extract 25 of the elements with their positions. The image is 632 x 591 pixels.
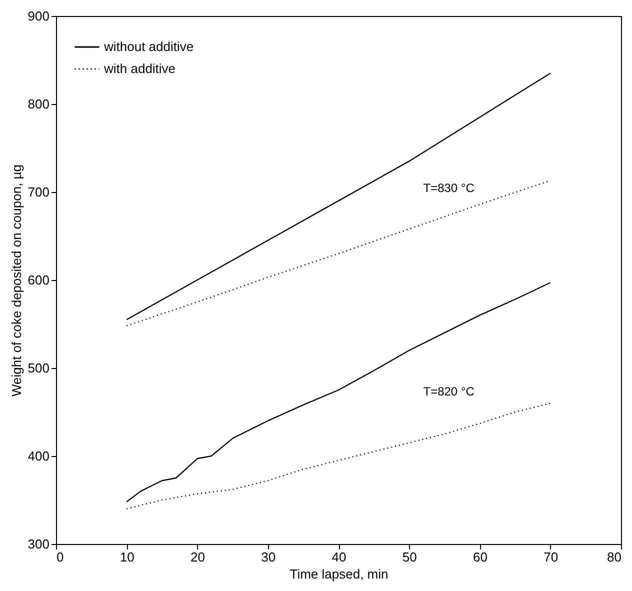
annotation: T=830 °C — [423, 181, 475, 196]
x-tick-label: 0 — [56, 550, 64, 564]
x-tick-label: 50 — [402, 550, 417, 564]
x-tick-label: 30 — [261, 550, 276, 564]
line-series — [126, 402, 551, 510]
x-tick-label: 20 — [190, 550, 205, 564]
annotation: T=820 °C — [423, 384, 475, 398]
line-series — [126, 282, 551, 502]
x-tick-label: 70 — [544, 550, 558, 564]
x-tick-label: 10 — [120, 550, 134, 564]
y-axis-title: Weight of coke deposited on coupon, µg — [8, 164, 24, 397]
y-tick-label: 700 — [28, 184, 50, 200]
y-tick-label: 400 — [28, 448, 50, 464]
x-axis-title: Time lapsed, min — [290, 566, 388, 582]
line-series — [126, 72, 551, 320]
y-tick-label: 500 — [28, 360, 50, 376]
legend-label: without additive — [103, 39, 194, 54]
x-tick-label: 80 — [607, 550, 622, 564]
y-tick-label: 900 — [28, 8, 50, 24]
y-tick-label: 300 — [28, 536, 50, 552]
y-tick-label: 800 — [28, 96, 50, 112]
legend-label: with additive — [103, 61, 176, 76]
y-tick-label: 600 — [28, 272, 50, 288]
x-tick-label: 60 — [473, 550, 488, 564]
x-tick-label: 40 — [332, 550, 346, 564]
